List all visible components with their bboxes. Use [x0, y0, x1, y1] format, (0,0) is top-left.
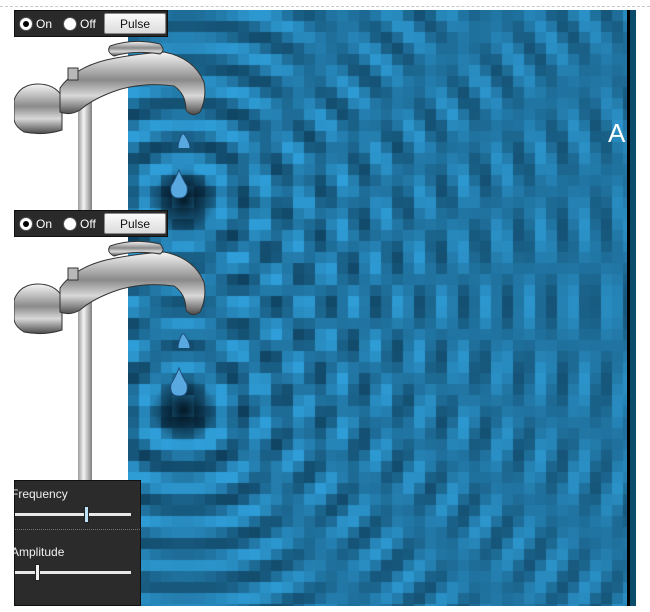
faucet-1-on-radio[interactable]: On: [19, 16, 52, 32]
radio-off-icon: [63, 17, 77, 31]
frequency-slider-thumb[interactable]: [83, 506, 89, 523]
panel-divider: [15, 529, 140, 530]
barrier-label: A: [608, 118, 626, 148]
amplitude-label: Amplitude: [14, 545, 65, 559]
water-drop-icon: [170, 366, 188, 397]
radio-on-icon: [19, 17, 33, 31]
faucet-1-controls: On Off Pulse: [14, 10, 168, 37]
faucet-1-off-radio[interactable]: Off: [63, 16, 96, 32]
faucet-1-pulse-button[interactable]: Pulse: [104, 13, 166, 34]
top-divider: [0, 6, 650, 7]
wave-interference-stage: A On Off Pulse On: [14, 10, 636, 606]
faucet-2-icon[interactable]: [14, 238, 214, 348]
water-drop-icon: [170, 168, 188, 199]
faucet-2-off-radio[interactable]: Off: [63, 216, 96, 232]
faucet-2-controls: On Off Pulse: [14, 210, 168, 237]
amplitude-slider-thumb[interactable]: [34, 564, 40, 581]
frequency-label: Frequency: [14, 487, 68, 501]
water-edge-strip: [630, 10, 636, 606]
radio-on-icon: [19, 217, 33, 231]
water-surface[interactable]: [128, 10, 636, 606]
faucet-2-on-radio[interactable]: On: [19, 216, 52, 232]
faucet-pipe-bottom: [78, 300, 92, 480]
faucet-pipe-top: [78, 100, 92, 210]
faucet-1-icon[interactable]: [14, 38, 214, 148]
frequency-slider[interactable]: [15, 506, 131, 523]
barrier-line[interactable]: [627, 10, 630, 606]
faucet-2-pulse-button[interactable]: Pulse: [104, 213, 166, 234]
amplitude-slider[interactable]: [15, 564, 131, 581]
radio-off-icon: [63, 217, 77, 231]
wave-controls-panel: Frequency Amplitude: [14, 480, 141, 606]
